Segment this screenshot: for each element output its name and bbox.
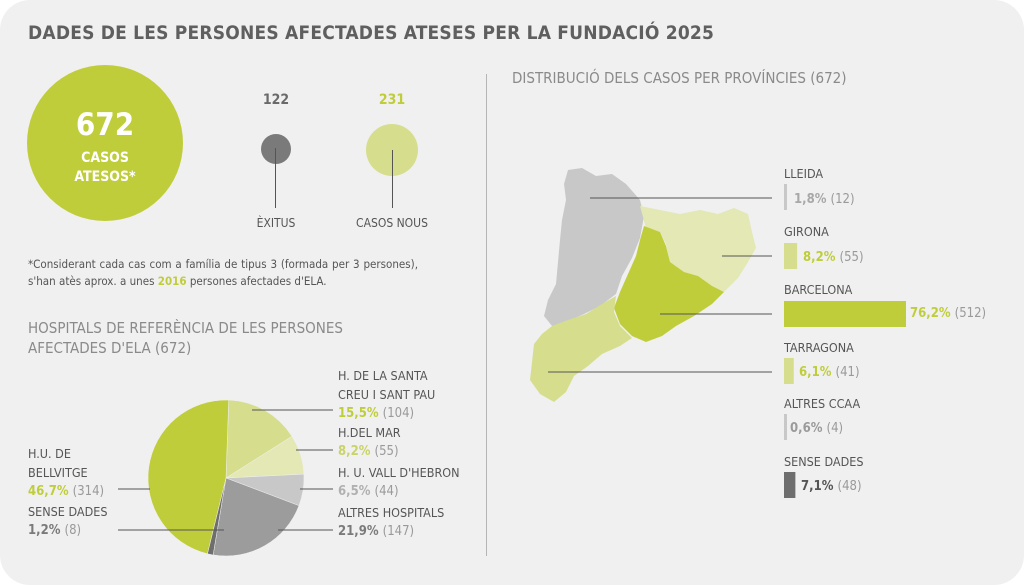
pie-label-sense-dades-pct: 1,2% xyxy=(28,523,61,538)
deaths-count: 122 xyxy=(262,92,290,108)
pie-label-sant-pau-pct: 15,5% xyxy=(338,406,379,421)
pie-slice-bellvitge xyxy=(147,399,229,555)
province-pct-tarragona: 6,1% xyxy=(799,365,832,380)
pie-label-sant-pau-name2: CREU I SANT PAU xyxy=(338,387,436,402)
province-count-barcelona: (512) xyxy=(954,306,987,321)
pie-label-sense-dades-name: SENSE DADES xyxy=(28,504,108,519)
pie-label-del-mar-count: (55) xyxy=(374,444,399,459)
pie-title-line1: HOSPITALS DE REFERÈNCIA DE LES PERSONES xyxy=(28,319,343,337)
provinces-title: DISTRIBUCIÓ DELS CASOS PER PROVÍNCIES (6… xyxy=(512,69,847,87)
pie-label-bellvitge-name1: H.U. DE xyxy=(28,446,71,461)
province-count-altres: (4) xyxy=(826,421,844,436)
total-cases-label: CASOS ATESOS* xyxy=(27,149,183,187)
province-value-lleida: 1,8% (12) xyxy=(794,192,855,207)
map-region-tarragona xyxy=(530,296,632,402)
deaths-circle xyxy=(261,134,291,164)
province-name-girona: GIRONA xyxy=(784,224,829,239)
pie-label-del-mar-pct: 8,2% xyxy=(338,444,371,459)
footnote-suffix: persones afectades d'ELA. xyxy=(186,274,327,288)
total-cases-label-line1: CASOS xyxy=(81,150,129,166)
total-cases-circle xyxy=(27,65,183,221)
footnote-prefix: *Considerant cada cas com a família de t… xyxy=(28,257,418,288)
province-bar-tarragona xyxy=(784,358,794,384)
province-value-altres: 0,6% (4) xyxy=(790,421,843,436)
footnote: *Considerant cada cas com a família de t… xyxy=(28,256,418,290)
pie-label-sant-pau-count: (104) xyxy=(382,406,415,421)
pie-label-vall-hebron-pct: 6,5% xyxy=(338,484,371,499)
pie-label-vall-hebron-count: (44) xyxy=(374,484,399,499)
province-pct-sense-dades: 7,1% xyxy=(801,479,834,494)
new-cases-label: CASOS NOUS xyxy=(356,216,428,230)
pie-title: HOSPITALS DE REFERÈNCIA DE LES PERSONES … xyxy=(28,318,343,358)
map-region-barcelona xyxy=(614,226,724,342)
province-value-barcelona: 76,2% (512) xyxy=(910,306,986,321)
pie-label-altres-name: ALTRES HOSPITALS xyxy=(338,505,445,520)
province-bar-girona xyxy=(784,243,798,269)
province-count-tarragona: (41) xyxy=(835,365,860,380)
province-name-barcelona: BARCELONA xyxy=(784,282,853,297)
province-pct-altres: 0,6% xyxy=(790,421,823,436)
pie-label-bellvitge-name2: BELLVITGE xyxy=(28,465,88,480)
new-cases-leader-line xyxy=(392,150,393,208)
pie-label-altres-pct: 21,9% xyxy=(338,524,379,539)
province-pct-barcelona: 76,2% xyxy=(910,306,951,321)
pie-label-sense-dades: SENSE DADES 1,2% (8) xyxy=(28,502,108,540)
pie-label-altres-count: (147) xyxy=(382,524,415,539)
province-name-tarragona: TARRAGONA xyxy=(784,340,854,355)
province-count-girona: (55) xyxy=(839,250,864,265)
province-pct-girona: 8,2% xyxy=(803,250,836,265)
province-bar-barcelona xyxy=(784,301,906,327)
footnote-value: 2016 xyxy=(157,274,187,288)
province-count-lleida: (12) xyxy=(830,192,855,207)
pie-label-del-mar: H.DEL MAR 8,2% (55) xyxy=(338,423,401,461)
deaths-label: ÈXITUS xyxy=(256,216,296,230)
province-count-sense-dades: (48) xyxy=(837,479,862,494)
pie-label-sense-dades-count: (8) xyxy=(64,523,82,538)
province-name-sense-dades: SENSE DADES xyxy=(784,454,864,469)
page-title: DADES DE LES PERSONES AFECTADES ATESES P… xyxy=(28,22,715,44)
province-bar-lleida xyxy=(784,184,787,210)
map-region-lleida xyxy=(544,168,644,326)
deaths-leader-line xyxy=(275,148,276,208)
pie-label-bellvitge-pct: 46,7% xyxy=(28,484,69,499)
total-cases-label-line2: ATESOS* xyxy=(74,169,136,185)
pie-label-sant-pau-name1: H. DE LA SANTA xyxy=(338,368,428,383)
pie-label-del-mar-name: H.DEL MAR xyxy=(338,425,401,440)
section-divider xyxy=(486,74,487,556)
province-bar-altres xyxy=(784,414,787,440)
province-value-sense-dades: 7,1% (48) xyxy=(801,479,862,494)
map-region-girona xyxy=(640,206,756,292)
pie-slice-altres xyxy=(212,477,300,557)
pie-label-bellvitge: H.U. DE BELLVITGE 46,7% (314) xyxy=(28,444,104,501)
province-pct-lleida: 1,8% xyxy=(794,192,827,207)
province-value-girona: 8,2% (55) xyxy=(803,250,864,265)
pie-label-sant-pau: H. DE LA SANTA CREU I SANT PAU 15,5% (10… xyxy=(338,366,435,423)
pie-label-altres: ALTRES HOSPITALS 21,9% (147) xyxy=(338,503,444,541)
pie-label-bellvitge-count: (314) xyxy=(72,484,105,499)
province-bar-sense-dades xyxy=(784,472,796,498)
pie-label-vall-hebron-name: H. U. VALL D'HEBRON xyxy=(338,465,460,480)
province-value-tarragona: 6,1% (41) xyxy=(799,365,860,380)
total-cases-number: 672 xyxy=(75,107,135,143)
province-name-altres: ALTRES CCAA xyxy=(784,396,861,411)
pie-title-line2: AFECTADES D'ELA (672) xyxy=(28,339,192,357)
new-cases-count: 231 xyxy=(378,92,406,108)
province-name-lleida: LLEIDA xyxy=(784,166,824,181)
pie-label-vall-hebron: H. U. VALL D'HEBRON 6,5% (44) xyxy=(338,463,460,501)
